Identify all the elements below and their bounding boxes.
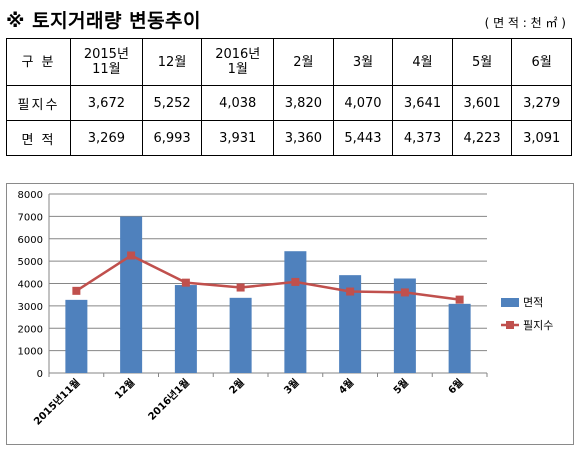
table-cell: 3,641 <box>392 85 453 121</box>
x-tick-label: 12월 <box>112 377 137 402</box>
bar <box>174 285 197 373</box>
y-tick-label: 6000 <box>18 235 43 246</box>
line-marker <box>455 295 464 304</box>
line-marker <box>346 287 355 296</box>
table-cell: 3,672 <box>70 85 143 121</box>
page-title: ※ 토지거래량 변동추이 <box>6 10 202 32</box>
line-marker <box>400 288 409 297</box>
y-tick-label: 2000 <box>18 324 43 335</box>
y-tick-label: 7000 <box>18 212 43 223</box>
header-cell: 6월 <box>511 38 572 86</box>
table-cell: 4,223 <box>451 120 513 156</box>
header-cell: 구 분 <box>6 38 71 86</box>
header-cell: 3월 <box>332 38 394 86</box>
legend-label: 필지수 <box>523 319 553 332</box>
x-tick-label: 2월 <box>227 377 247 397</box>
table-cell: 5,252 <box>141 85 203 121</box>
bar <box>393 278 416 373</box>
table-row: 면 적 3,269 6,993 3,931 3,360 5,443 4,373 … <box>6 120 572 156</box>
y-tick-label: 1000 <box>18 347 43 358</box>
x-tick-label: 5월 <box>391 377 411 397</box>
unit-label: ( 면 적 : 천 ㎡ ) <box>484 16 566 30</box>
line-marker <box>291 277 300 286</box>
header-cell: 2016년 1월 <box>201 38 275 86</box>
bar <box>284 251 307 373</box>
table-cell: 3,279 <box>511 85 572 121</box>
table-cell: 3,360 <box>273 120 334 156</box>
bar <box>448 303 471 373</box>
data-table: 구 분 2015년 11월 12월 2016년 1월 2월 3월 4월 5월 6월 … <box>6 38 572 156</box>
y-tick-label: 5000 <box>18 257 43 268</box>
bar <box>65 299 88 373</box>
table-row: 필지수 3,672 5,252 4,038 3,820 4,070 3,641 … <box>6 85 572 121</box>
bar <box>339 275 362 373</box>
x-tick-label: 6월 <box>446 377 466 397</box>
legend-label: 면적 <box>523 296 543 309</box>
y-tick-label: 0 <box>37 369 43 380</box>
chart-container: 0 1000 2000 3000 4000 5000 6000 7000 8000 2015년11… <box>6 183 574 445</box>
table-cell: 3,269 <box>70 120 143 156</box>
table-cell: 4,038 <box>201 85 275 121</box>
y-tick-label: 4000 <box>18 280 43 291</box>
table-cell: 3,820 <box>273 85 334 121</box>
x-tick-label: 2016년1월 <box>145 376 192 423</box>
table-cell: 4,373 <box>392 120 453 156</box>
header-cell: 2월 <box>273 38 334 86</box>
table-header-row: 구 분 2015년 11월 12월 2016년 1월 2월 3월 4월 5월 6월 <box>6 38 572 86</box>
bar <box>229 297 252 373</box>
header-cell: 12월 <box>141 38 203 86</box>
legend-swatch-bar <box>501 298 519 307</box>
header-cell: 4월 <box>392 38 453 86</box>
line-series <box>75 254 460 301</box>
x-tick-label: 2015년11월 <box>31 376 83 428</box>
x-tick-label: 3월 <box>282 377 302 397</box>
table-cell: 4,070 <box>332 85 394 121</box>
combo-chart: 0 1000 2000 3000 4000 5000 6000 7000 8000 2015년11… <box>18 190 554 428</box>
y-tick-label: 3000 <box>18 302 43 313</box>
x-tick-label: 4월 <box>336 377 356 397</box>
table-cell: 3,931 <box>201 120 275 156</box>
header-cell: 2015년 11월 <box>70 38 143 86</box>
line-marker <box>236 283 245 292</box>
line-marker <box>127 251 136 260</box>
line-marker <box>72 286 81 295</box>
row-label: 필지수 <box>6 85 71 121</box>
table-cell: 5,443 <box>332 120 394 156</box>
table-cell: 3,091 <box>511 120 572 156</box>
table-cell: 6,993 <box>141 120 203 156</box>
bar <box>120 216 143 373</box>
header-cell: 5월 <box>451 38 513 86</box>
legend-swatch-marker <box>506 321 514 329</box>
y-tick-label: 8000 <box>18 190 43 201</box>
line-marker <box>181 278 190 287</box>
table-cell: 3,601 <box>451 85 513 121</box>
row-label: 면 적 <box>6 120 71 156</box>
